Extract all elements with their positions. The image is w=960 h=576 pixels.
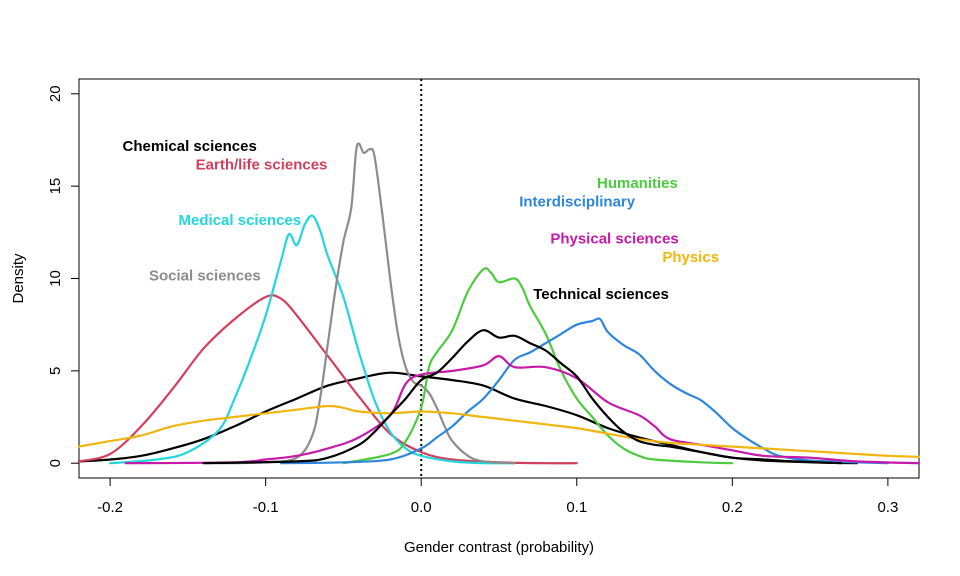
x-tick-label: 0.1	[566, 499, 587, 516]
axes: -0.2 -0.1 0.0 0.1 0.2 0.3 0 5 10 15 20	[47, 78, 920, 516]
x-tick-label: 0.3	[877, 499, 898, 516]
y-tick-label: 20	[47, 85, 64, 102]
density-line-physical-sciences	[124, 355, 921, 465]
series-label-physics: Physics	[662, 249, 719, 266]
density-line-humanities	[342, 267, 734, 465]
density-line-technical-sciences	[202, 329, 843, 465]
series-label-humanities: Humanities	[597, 175, 678, 192]
series-label-earth-life-sciences: Earth/life sciences	[196, 157, 328, 174]
x-tick-label: 0.2	[722, 499, 743, 516]
series-label-physical-sciences: Physical sciences	[550, 230, 678, 247]
y-tick-label: 10	[47, 270, 64, 287]
y-axis-title: Density	[10, 253, 27, 304]
x-tick-label: 0.0	[411, 499, 432, 516]
series-label-chemical-sciences: Chemical sciences	[123, 138, 257, 155]
x-tick-label: -0.1	[253, 499, 279, 516]
density-line-interdisciplinary	[280, 317, 889, 465]
density-line-social-sciences	[217, 142, 516, 465]
series-lines	[77, 142, 921, 465]
x-tick-label: -0.2	[97, 499, 123, 516]
density-line-medical-sciences	[109, 214, 516, 465]
series-label-interdisciplinary: Interdisciplinary	[519, 193, 636, 210]
density-line-chemical-sciences	[77, 371, 858, 465]
series-labels: Chemical sciences Earth/life sciences Medi…	[123, 138, 719, 303]
y-tick-label: 5	[47, 367, 64, 375]
y-tick-label: 15	[47, 178, 64, 195]
y-tick-label: 0	[47, 459, 64, 467]
series-label-technical-sciences: Technical sciences	[533, 286, 669, 303]
series-label-social-sciences: Social sciences	[149, 267, 261, 284]
density-line-physics	[77, 404, 921, 458]
series-label-medical-sciences: Medical sciences	[179, 212, 302, 229]
x-axis-title: Gender contrast (probability)	[404, 539, 594, 556]
density-line-earth-life-sciences	[77, 294, 578, 465]
